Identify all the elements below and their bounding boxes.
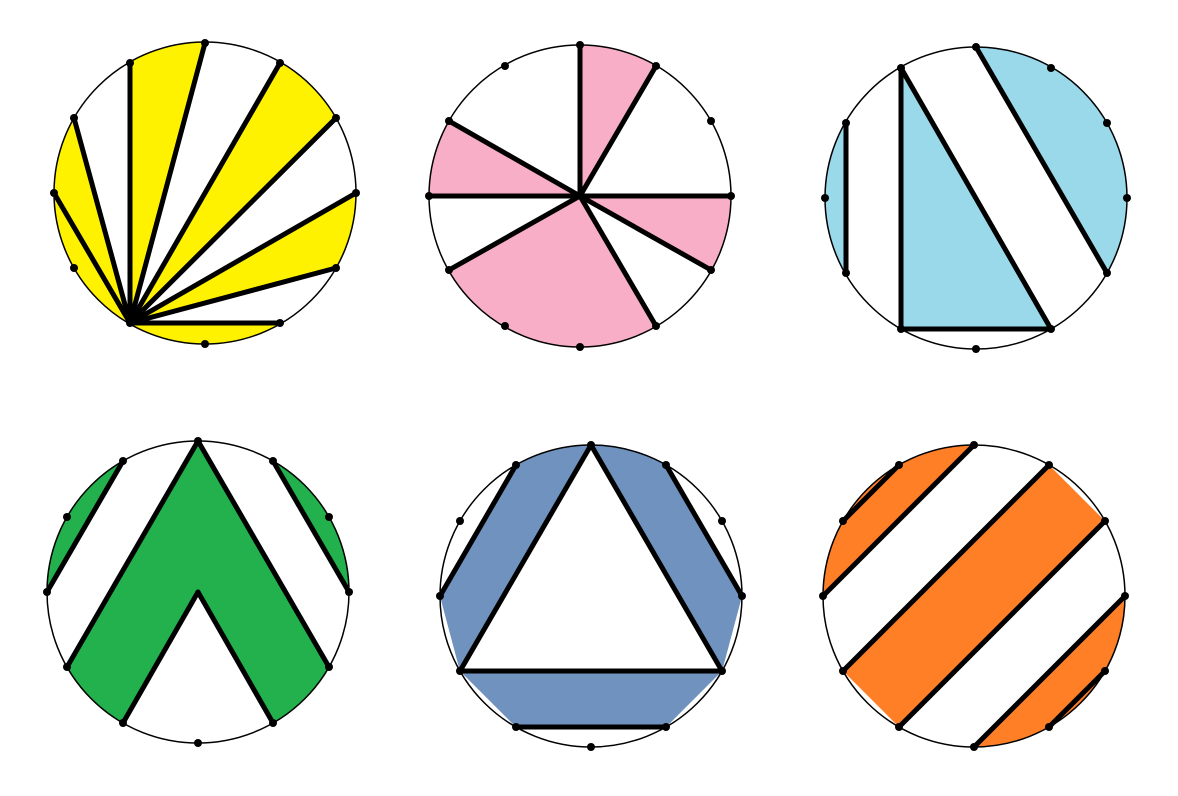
steel-blue-shaded-regions: [440, 445, 742, 727]
pink-region: [580, 196, 731, 300]
orange-region: [823, 445, 974, 596]
orange-region: [974, 596, 1125, 747]
yellow-region: [130, 63, 356, 323]
boundary-points: [50, 39, 360, 348]
chords: [820, 442, 1128, 750]
orange-region: [843, 465, 1105, 727]
steel-blue-region: [440, 445, 591, 671]
blue-region: [825, 47, 846, 349]
boundary-points: [43, 437, 353, 747]
chords: [51, 40, 359, 326]
boundary-points: [821, 43, 1131, 353]
blue-region: [976, 47, 1127, 273]
boundary-points: [425, 41, 735, 351]
steel-blue-region: [591, 445, 742, 671]
pink-region: [429, 196, 656, 347]
steel-blue-triangle-ring-circle: [436, 441, 746, 751]
green-chevron-circle: [43, 437, 353, 747]
boundary-points: [436, 441, 746, 751]
boundary-points: [819, 441, 1129, 751]
green-region: [47, 441, 123, 592]
steel-blue-region: [460, 671, 722, 727]
orange-stripes-circle: [819, 441, 1129, 751]
pink-pinwheel-circle: [425, 41, 735, 351]
chords: [843, 44, 1110, 332]
chords: [437, 442, 745, 730]
yellow-region: [130, 42, 205, 323]
yellow-region: [54, 118, 130, 323]
green-region: [67, 441, 329, 743]
yellow-fan-circle: [50, 39, 360, 348]
blue-stripes-circle: [821, 43, 1131, 353]
chords: [44, 438, 352, 726]
chords: [426, 42, 734, 329]
